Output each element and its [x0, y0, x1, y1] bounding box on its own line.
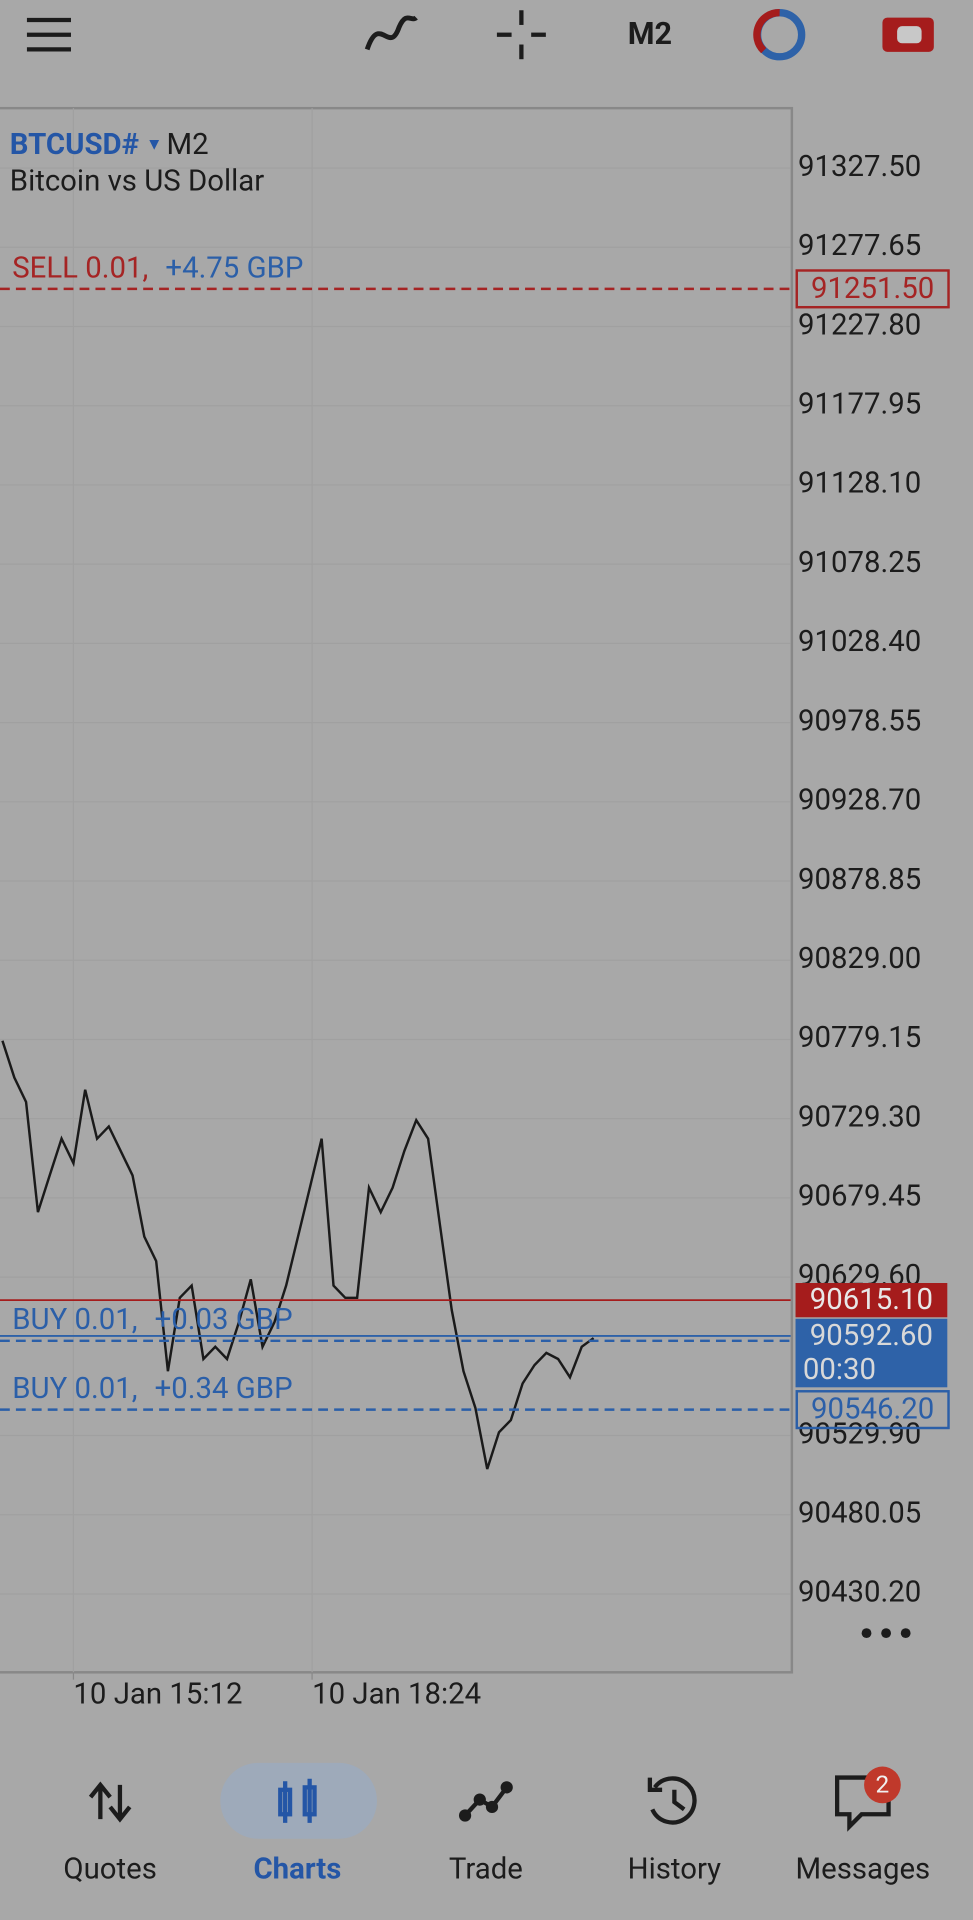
trade-button[interactable]: [882, 17, 934, 52]
quotes-icon: [88, 1781, 132, 1823]
charts-icon: [278, 1778, 317, 1823]
y-tick-label: 91028.40: [798, 625, 921, 659]
x-tick-label: 10 Jan 15:12: [73, 1677, 242, 1711]
messages-icon: 2: [835, 1766, 901, 1832]
order-price-label: 90546.20: [811, 1393, 934, 1427]
order-profit: +0.03 GBP: [155, 1303, 293, 1337]
order-label[interactable]: SELL 0.01, +4.75 GBP: [12, 251, 303, 285]
order-profit: +4.75 GBP: [165, 251, 303, 285]
chart[interactable]: 91327.50 91277.65 91227.80 91177.95 91128.10…: [0, 108, 950, 1711]
order-profit: +0.34 GBP: [155, 1372, 293, 1406]
order-volume: BUY 0.01,: [12, 1372, 137, 1406]
order-price-box: [795, 269, 950, 309]
order-price-label: 91251.50: [811, 272, 934, 306]
bar-timer: 00:30: [803, 1353, 876, 1387]
y-tick-label: 91227.80: [798, 308, 921, 342]
order-volume: SELL 0.01,: [12, 251, 148, 285]
trade-icon: [458, 1781, 513, 1822]
y-tick-label: 90430.20: [798, 1576, 921, 1610]
nav-label[interactable]: Charts: [253, 1852, 341, 1886]
order-volume: BUY 0.01,: [12, 1303, 137, 1337]
nav-label[interactable]: Trade: [449, 1852, 523, 1886]
messages-badge: 2: [876, 1770, 890, 1799]
bid-price-box: [795, 1318, 948, 1388]
ask-price-label: 90615.10: [810, 1283, 933, 1317]
y-tick-label: 90829.00: [798, 942, 921, 976]
chart-timeframe: M2: [166, 128, 208, 162]
history-icon: [647, 1776, 697, 1825]
y-tick-label: 90729.30: [798, 1100, 921, 1134]
bid-price-label: 90592.60: [810, 1319, 933, 1353]
ask-price-box: [795, 1283, 948, 1318]
chart-frame: [0, 106, 794, 1674]
y-tick-label: 90679.45: [798, 1180, 921, 1214]
nav-selected-bg: [220, 1762, 377, 1839]
symbol-description: Bitcoin vs US Dollar: [10, 165, 264, 199]
y-tick-label: 90779.15: [798, 1021, 921, 1055]
order-price-box: [795, 1390, 950, 1430]
order-label[interactable]: BUY 0.01, +0.34 GBP: [12, 1372, 292, 1406]
bottom-nav: Quotes Charts Trade History Messages: [63, 1852, 930, 1886]
y-tick-label: 91128.10: [798, 467, 921, 501]
menu-button[interactable]: [26, 17, 71, 52]
y-tick-label: 90928.70: [798, 784, 921, 818]
nav-label[interactable]: History: [628, 1852, 722, 1886]
x-tick-label: 10 Jan 18:24: [312, 1677, 481, 1711]
y-tick-label: 90978.55: [798, 704, 921, 738]
nav-label[interactable]: Messages: [796, 1852, 931, 1886]
y-tick-label: 91277.65: [798, 229, 921, 263]
y-tick-label: 90480.05: [798, 1497, 921, 1531]
one-click-button[interactable]: [753, 9, 806, 61]
y-tick-label: 90529.90: [798, 1417, 921, 1451]
y-tick-label: 91327.50: [798, 150, 921, 184]
nav-label[interactable]: Quotes: [63, 1852, 156, 1886]
y-tick-label: 91177.95: [798, 387, 921, 421]
timeframe-button[interactable]: M2: [628, 17, 672, 52]
order-label[interactable]: BUY 0.01, +0.03 GBP: [12, 1303, 292, 1337]
symbol-dropdown[interactable]: [149, 139, 160, 150]
price-line: [1, 1040, 595, 1470]
y-tick-label: 90878.85: [798, 863, 921, 897]
more-button[interactable]: [861, 1628, 911, 1639]
indicators-button[interactable]: [364, 15, 418, 51]
crosshair-button[interactable]: [496, 10, 546, 60]
symbol[interactable]: BTCUSD#: [10, 128, 139, 162]
y-tick-label: 91078.25: [798, 546, 921, 580]
